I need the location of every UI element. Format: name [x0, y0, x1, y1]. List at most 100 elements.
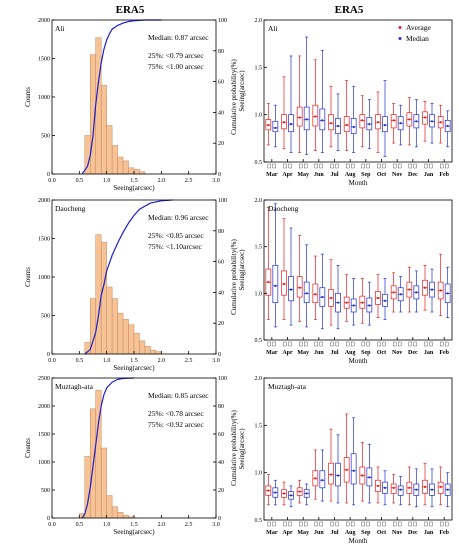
y-axis-label: Seeing(arcsec): [238, 70, 246, 112]
median-point: [368, 476, 371, 479]
average-stats-glyph: [346, 341, 350, 347]
median-point: [321, 295, 324, 299]
average-point: [423, 116, 427, 119]
plot-frame: [263, 377, 453, 521]
month-tick-label: Aug: [345, 172, 356, 178]
average-point: [408, 288, 411, 291]
average-point: [282, 282, 286, 286]
y-tick-label: 1000: [38, 460, 50, 466]
median-stats-glyph: [366, 521, 370, 527]
average-point: [329, 296, 333, 300]
average-stats-glyph: [267, 163, 271, 169]
histogram-bar: [117, 312, 124, 355]
average-stats-glyph: [314, 341, 318, 347]
median-point: [336, 474, 340, 477]
average-stats-glyph: [424, 163, 428, 169]
average-point: [361, 301, 364, 304]
median-point: [383, 123, 387, 127]
left-column-title: ERA5: [116, 4, 145, 16]
x-tick-label: 2.5: [185, 358, 193, 364]
average-stats-glyph: [361, 521, 365, 527]
median-point: [368, 304, 371, 307]
median-stats-glyph: [272, 341, 276, 347]
month-tick-label: Sep: [361, 350, 371, 356]
y2-tick-label: 40: [218, 110, 224, 116]
median-stats-glyph: [445, 163, 449, 169]
x-tick-label: 2.5: [185, 522, 193, 528]
median-stats-glyph: [382, 341, 386, 347]
median-stats-glyph: [413, 521, 417, 527]
median-stats-glyph: [351, 341, 355, 347]
y2-tick-label: 40: [218, 290, 224, 296]
median-stats-glyph: [429, 341, 433, 347]
y-tick-label: 2000: [38, 198, 50, 204]
x-axis-label: Seeing(arcsec): [113, 364, 155, 372]
month-tick-label: Nov: [392, 530, 402, 536]
average-stats-glyph: [393, 521, 397, 527]
y2-tick-label: 60: [218, 80, 224, 86]
median-stats-glyph: [319, 341, 323, 347]
right-column-title: ERA5: [335, 4, 364, 16]
x-tick-label: 3.0: [212, 358, 220, 364]
x-tick-label: 0.5: [76, 178, 84, 184]
x-tick-label: 1.0: [103, 178, 111, 184]
y2-tick-label: 20: [218, 321, 224, 327]
x-tick-label: 0.5: [76, 522, 84, 528]
median-stats-glyph: [319, 521, 323, 527]
median-point: [289, 494, 293, 497]
histogram-bar: [95, 234, 102, 355]
average-point: [376, 484, 380, 488]
average-point: [392, 291, 395, 294]
average-point: [361, 119, 364, 122]
y-tick-label: 1500: [38, 237, 50, 243]
month-tick-label: Sep: [361, 172, 371, 178]
x-tick-label: 0.0: [48, 358, 56, 364]
histogram-bar: [139, 340, 146, 355]
median-stats-glyph: [351, 521, 355, 527]
y-tick-label: 1500: [38, 57, 50, 63]
histogram-bar: [133, 169, 140, 175]
histogram-bar: [122, 319, 129, 355]
median-point: [352, 469, 355, 472]
average-point: [439, 121, 442, 124]
median-point: [446, 488, 449, 491]
average-stats-glyph: [346, 521, 350, 527]
site-label: Daocheng: [55, 204, 86, 213]
average-stats-glyph: [314, 163, 318, 169]
y2-tick-label: 40: [218, 460, 224, 466]
average-stats-glyph: [330, 521, 334, 527]
y-tick-label: 2500: [38, 376, 50, 382]
average-point: [267, 123, 270, 127]
median-box: [272, 264, 279, 304]
y-tick-label: 1500: [38, 432, 50, 438]
y-tick-label: 1.5: [255, 423, 263, 429]
y2-tick-label: 80: [218, 49, 224, 55]
y2-tick-label: 100: [218, 18, 227, 24]
histogram-bar: [144, 346, 151, 355]
average-point: [298, 116, 301, 119]
x-tick-label: 2.0: [158, 178, 166, 184]
median-stats-glyph: [398, 163, 402, 169]
average-stats-glyph: [440, 163, 444, 169]
average-stats-glyph: [393, 163, 397, 169]
legend-median-marker: [398, 37, 402, 40]
average-stats-glyph: [299, 341, 303, 347]
month-tick-label: Nov: [392, 350, 402, 356]
median-stats-glyph: [429, 163, 433, 169]
legend-median-label: Median: [406, 34, 429, 43]
site-label: Muztagh-ata: [268, 382, 307, 391]
average-point: [439, 289, 442, 292]
x-axis-label: Month: [349, 179, 368, 187]
y-tick-label: 2.0: [255, 376, 263, 382]
month-tick-label: Jan: [424, 350, 434, 356]
y-axis-label: Counts: [24, 438, 32, 458]
median-point: [446, 124, 449, 128]
x-tick-label: 1.5: [130, 178, 138, 184]
median-point: [274, 491, 277, 494]
average-point: [423, 286, 427, 289]
y2-tick-label: 100: [218, 376, 227, 382]
median-point: [383, 299, 387, 302]
histogram-bar: [111, 506, 118, 519]
average-stats-glyph: [314, 521, 318, 527]
average-point: [408, 118, 411, 121]
